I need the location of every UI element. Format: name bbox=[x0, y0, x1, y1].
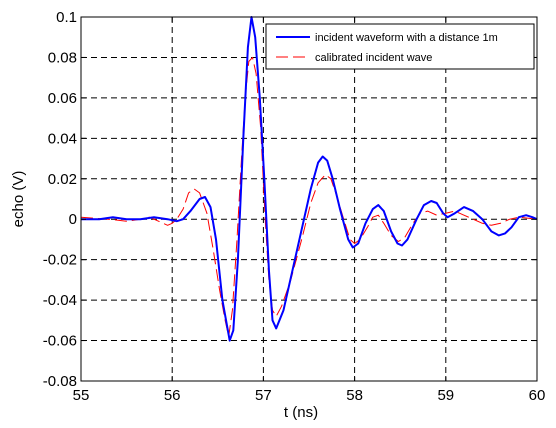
y-tick-label: 0.04 bbox=[48, 130, 77, 147]
series-line-incident-waveform bbox=[81, 16, 538, 342]
plot-series bbox=[80, 16, 538, 342]
legend-label-calibrated-wave: calibrated incident wave bbox=[315, 52, 432, 64]
x-tick-label: 58 bbox=[346, 387, 363, 404]
x-tick-label: 57 bbox=[255, 387, 272, 404]
y-tick-label: 0.1 bbox=[56, 9, 77, 26]
grid-lines bbox=[81, 17, 537, 381]
legend-label-incident-waveform: incident waveform with a distance 1m bbox=[315, 32, 498, 44]
y-tick-label: 0.08 bbox=[48, 49, 77, 66]
chart-legend: incident waveform with a distance 1m cal… bbox=[265, 23, 535, 70]
axis-tick-labels: 55 56 57 58 59 60 -0.08 -0.06 -0.04 -0.02 0 0.02 0.0… bbox=[43, 9, 546, 404]
x-axis-label: t (ns) bbox=[284, 404, 318, 421]
y-tick-label: 0.02 bbox=[48, 171, 77, 188]
x-tick-label: 56 bbox=[164, 387, 181, 404]
y-tick-label: -0.08 bbox=[43, 373, 77, 390]
y-tick-label: 0 bbox=[69, 211, 77, 228]
y-tick-label: -0.02 bbox=[43, 252, 77, 269]
y-tick-label: -0.04 bbox=[43, 292, 77, 309]
legend-box bbox=[265, 23, 535, 70]
x-tick-label: 55 bbox=[73, 387, 90, 404]
y-tick-label: 0.06 bbox=[48, 90, 77, 107]
x-tick-label: 59 bbox=[437, 387, 454, 404]
x-tick-label: 60 bbox=[529, 387, 546, 404]
y-axis-label: echo (V) bbox=[10, 171, 27, 228]
plot-frame bbox=[80, 16, 538, 382]
y-tick-label: -0.06 bbox=[43, 333, 77, 350]
